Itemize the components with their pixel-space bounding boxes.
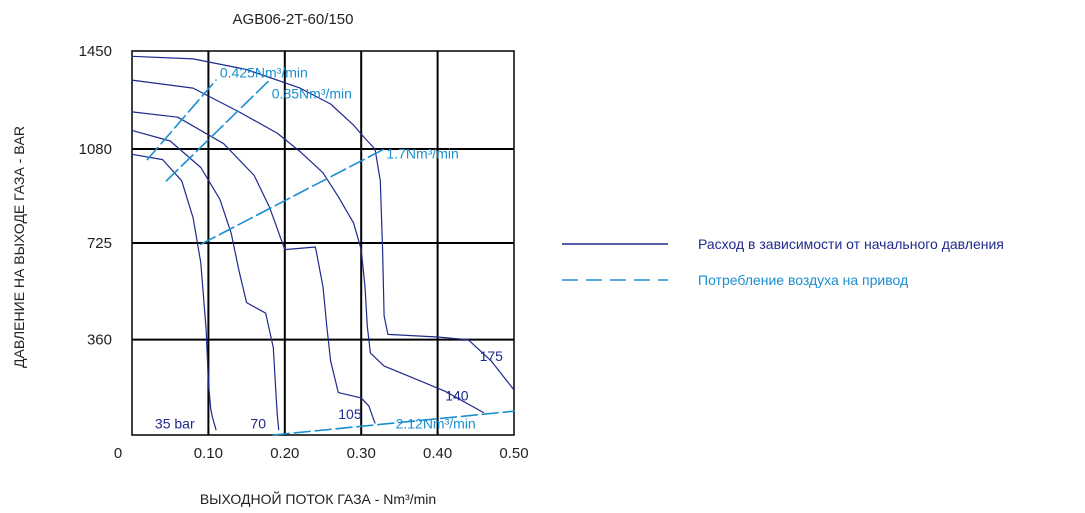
flow-curve-1 (131, 129, 280, 431)
x-tick-label: 0.20 (270, 445, 299, 462)
flow-curve-4 (131, 55, 515, 391)
curve-annotation: 140 (445, 388, 469, 404)
annotation-layer: 35 bar 70 105 140 175 0.425Nm³/min 0.85Nm³/min… (155, 64, 503, 431)
curve-annotation: 35 bar (155, 415, 195, 431)
air-consumption-line-7 (200, 148, 385, 246)
air-consumption-line-8 (272, 410, 515, 436)
x-tick-label: 0.10 (194, 445, 223, 462)
curve-annotation: 105 (338, 406, 362, 422)
legend: Расход в зависимости от начального давле… (562, 236, 1004, 288)
x-tick-label: 0.30 (347, 445, 376, 462)
flow-curve-3 (131, 79, 484, 414)
curve-annotation: 1.7Nm³/min (386, 145, 458, 161)
x-tick-labels: 0 0.10 0.20 0.30 0.40 0.50 (114, 445, 529, 462)
y-tick-label: 725 (87, 235, 112, 252)
x-axis-label: ВЫХОДНОЙ ПОТОК ГАЗА - Nm³/min (200, 490, 436, 507)
curve-annotation: 175 (480, 348, 504, 364)
chart-title: AGB06-2T-60/150 (233, 11, 354, 28)
air-consumption-line-6 (165, 79, 271, 182)
grid (131, 50, 515, 436)
x-tick-label: 0.40 (423, 445, 452, 462)
x-tick-label: 0 (114, 445, 122, 462)
legend-label: Расход в зависимости от начального давле… (698, 236, 1004, 252)
y-tick-label: 1080 (79, 141, 112, 158)
y-tick-label: 1450 (79, 43, 112, 60)
x-tick-label: 0.50 (499, 445, 528, 462)
y-tick-labels: 360 725 1080 1450 (79, 43, 112, 349)
curve-annotation: 0.425Nm³/min (220, 64, 308, 80)
curve-annotation: 70 (250, 415, 266, 431)
curve-annotation: 0.85Nm³/min (272, 86, 352, 102)
flow-curve-2 (131, 111, 376, 424)
flow-curve-0 (131, 153, 217, 431)
curve-annotation: 2.12Nm³/min (396, 415, 476, 431)
legend-label: Потребление воздуха на привод (698, 272, 908, 288)
y-tick-label: 360 (87, 332, 112, 349)
series-layer (131, 55, 515, 436)
air-consumption-line-5 (146, 79, 217, 161)
y-axis-label: ДАВЛЕНИЕ НА ВЫХОДЕ ГАЗА - BAR (11, 126, 27, 368)
